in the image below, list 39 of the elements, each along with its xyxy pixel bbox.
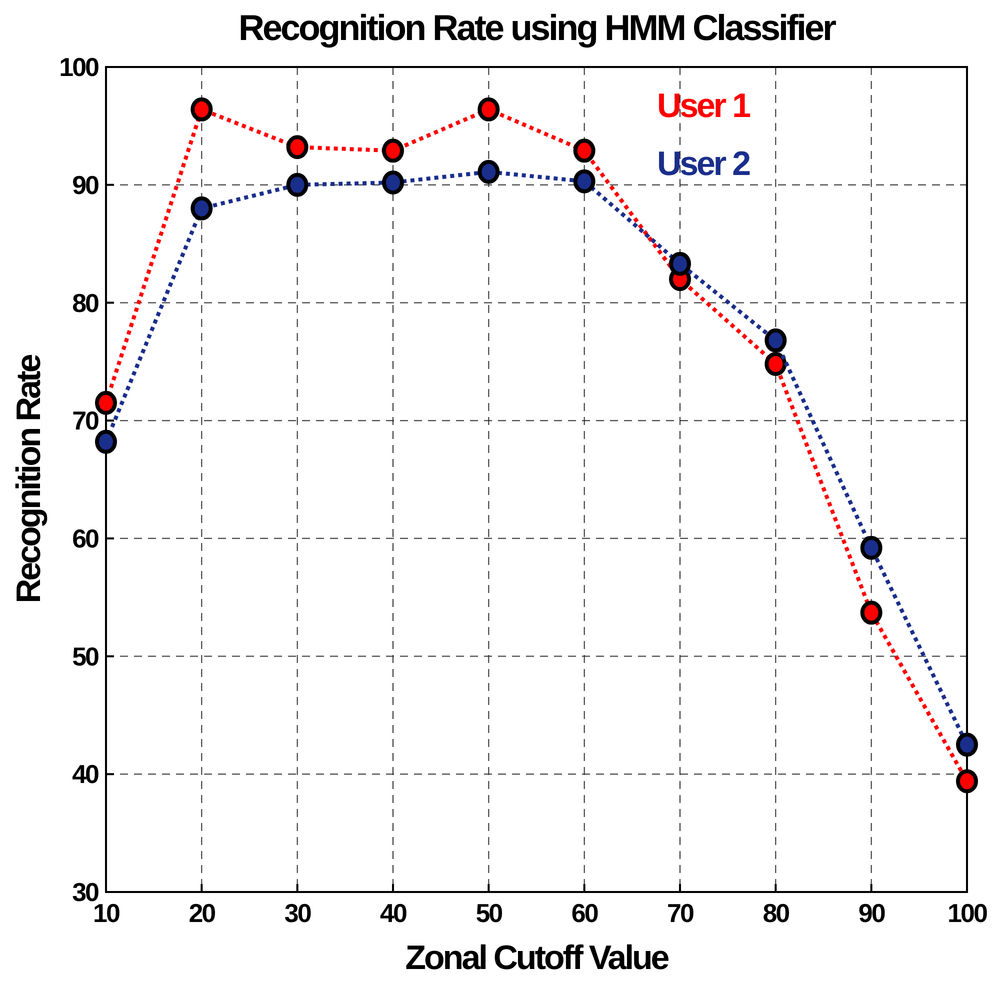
point [382,170,404,194]
text: User 1 [657,87,750,125]
x-axis-title: Zonal Cutoff Value [405,939,669,977]
x-tick-label: 20 [188,898,216,928]
point [95,430,117,454]
x-tick-label: 100 [948,898,988,928]
point [764,328,787,352]
point [190,196,213,220]
point [286,172,308,197]
x-tick-label: 50 [476,898,503,928]
y-axis-title: Recognition Rate [10,354,48,604]
y-tick-label: 100 [59,52,100,82]
series-label: User 2 [657,145,750,183]
y-tick-label: 50 [72,641,100,672]
y-tick-label: 60 [72,524,100,554]
y-tick-label: 70 [72,406,100,436]
point [860,536,882,560]
y-tick-label: 80 [72,288,100,318]
x-tick-label: 30 [284,898,312,928]
chart-title: Recognition Rate using HMM Classifier [238,7,837,48]
point [382,138,404,163]
point [478,160,500,184]
point [573,138,596,163]
x-tick-label: 90 [858,898,886,928]
y-tick-label: 90 [72,170,100,200]
point [573,169,596,194]
point [956,769,978,794]
x-tick-label: 80 [762,898,790,928]
point [764,352,787,376]
point [669,252,691,276]
point [286,135,308,160]
x-tick-label: 70 [667,898,694,928]
point [478,97,500,122]
point [190,97,213,122]
y-tick-label: 40 [72,759,100,790]
x-tick-label: 40 [380,898,407,928]
x-tick-label: 60 [571,898,598,928]
point [860,600,882,625]
point [956,732,978,757]
